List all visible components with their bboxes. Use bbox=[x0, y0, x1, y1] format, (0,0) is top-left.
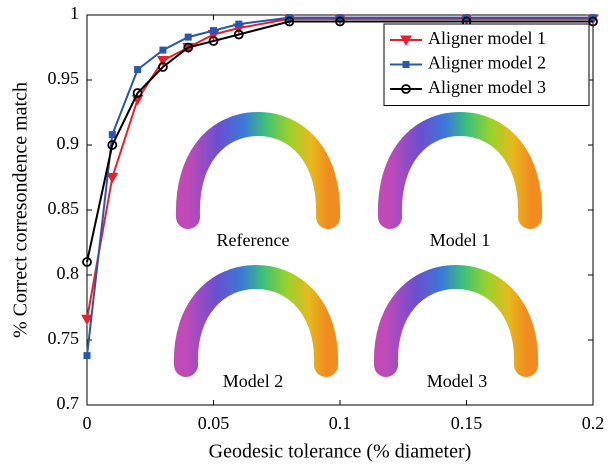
marker bbox=[210, 27, 217, 35]
marker bbox=[159, 46, 167, 54]
annotation: Reference bbox=[217, 230, 290, 250]
arch-model-3 bbox=[373, 264, 539, 377]
y-tick-label: 0.85 bbox=[48, 198, 80, 218]
y-tick-label: 0.7 bbox=[57, 393, 80, 413]
arch-model-2 bbox=[173, 264, 339, 377]
arch-model-1 bbox=[377, 111, 543, 229]
marker bbox=[83, 352, 91, 360]
x-tick-label: 0 bbox=[83, 413, 92, 433]
x-tick-label: 0.2 bbox=[582, 413, 605, 433]
y-tick-label: 1 bbox=[70, 3, 79, 23]
x-tick-label: 0.15 bbox=[451, 413, 483, 433]
annotation: Model 3 bbox=[427, 371, 488, 391]
marker bbox=[82, 257, 92, 267]
marker bbox=[335, 16, 345, 27]
marker bbox=[107, 140, 118, 150]
marker bbox=[132, 88, 143, 98]
legend-marker bbox=[402, 61, 410, 68]
legend-marker bbox=[400, 35, 412, 47]
arch-reference bbox=[175, 111, 341, 229]
y-tick-label: 0.8 bbox=[57, 263, 80, 283]
x-tick-label: 0.1 bbox=[329, 413, 352, 433]
y-tick-label: 0.75 bbox=[48, 328, 80, 348]
marker bbox=[157, 62, 168, 72]
legend-marker bbox=[401, 84, 411, 94]
marker bbox=[183, 42, 194, 53]
marker bbox=[81, 314, 93, 326]
series-line bbox=[86, 20, 593, 263]
y-tick-label: 0.95 bbox=[48, 68, 80, 88]
marker bbox=[108, 131, 116, 139]
marker bbox=[588, 16, 598, 27]
marker bbox=[233, 29, 244, 40]
annotation: Model 2 bbox=[223, 371, 284, 391]
legend-label: Aligner model 3 bbox=[428, 77, 546, 97]
arch-images bbox=[173, 111, 543, 377]
marker bbox=[235, 20, 243, 28]
y-tick-label: 0.9 bbox=[57, 133, 80, 153]
marker bbox=[106, 173, 119, 184]
marker bbox=[284, 16, 295, 27]
marker bbox=[134, 66, 142, 74]
marker bbox=[208, 36, 219, 46]
marker bbox=[157, 56, 169, 67]
x-tick-label: 0.05 bbox=[198, 413, 230, 433]
marker bbox=[184, 33, 192, 41]
annotation: Model 1 bbox=[430, 230, 491, 250]
y-axis-label: % Correct corresondence match bbox=[10, 82, 32, 338]
legend-label: Aligner model 1 bbox=[428, 28, 546, 48]
x-axis-label: Geodesic tolerance (% diameter) bbox=[209, 441, 472, 463]
legend-label: Aligner model 2 bbox=[428, 53, 546, 73]
